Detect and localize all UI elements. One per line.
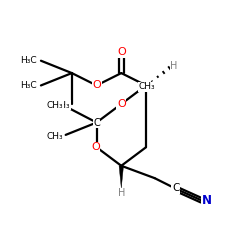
Text: H: H — [170, 61, 178, 71]
Text: O: O — [92, 80, 101, 90]
Text: O: O — [117, 99, 126, 109]
Text: CH₃: CH₃ — [46, 132, 63, 140]
Text: H₃C: H₃C — [20, 56, 37, 65]
Polygon shape — [119, 166, 124, 188]
Text: O: O — [91, 142, 100, 152]
Text: H: H — [118, 188, 125, 198]
Text: CH₃: CH₃ — [54, 101, 70, 110]
Text: O: O — [117, 47, 126, 57]
Text: H₃C: H₃C — [20, 81, 37, 90]
Text: C: C — [172, 183, 179, 193]
Text: CH₃: CH₃ — [138, 82, 155, 91]
Text: CH₃: CH₃ — [46, 101, 63, 110]
Text: C: C — [93, 118, 100, 128]
Text: N: N — [202, 194, 211, 207]
